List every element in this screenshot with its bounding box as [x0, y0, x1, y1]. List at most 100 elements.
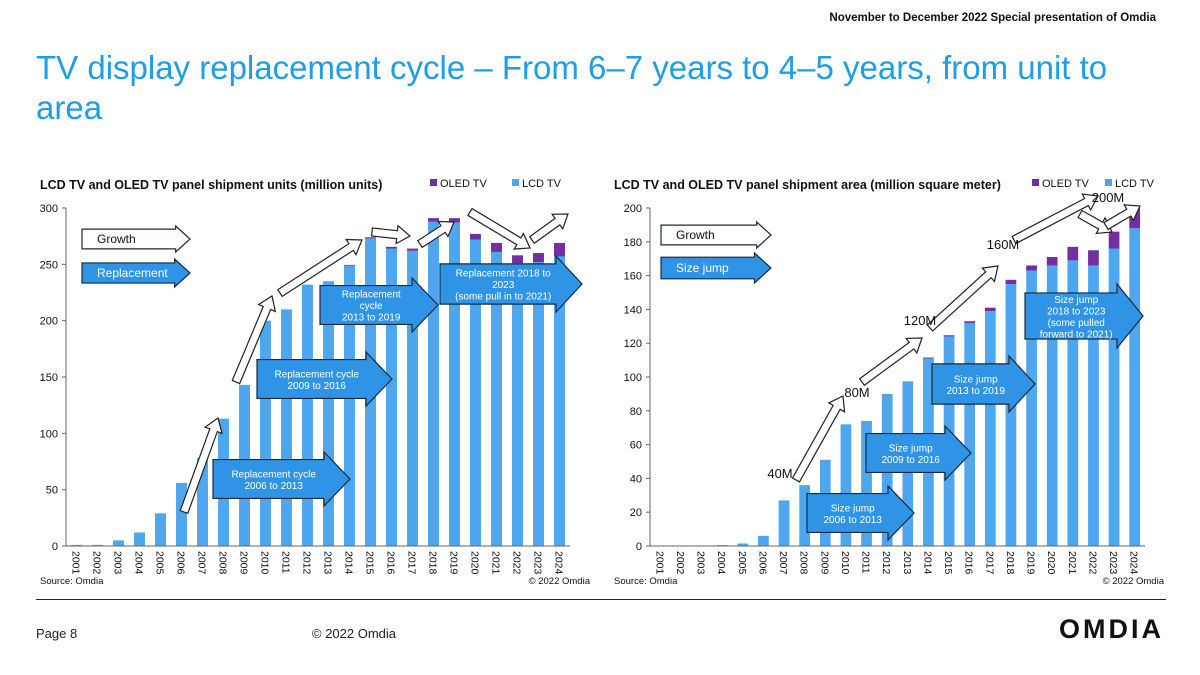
- x-tick-label: 2002: [674, 551, 686, 575]
- x-tick-label: 2005: [154, 551, 166, 575]
- trend-arrow: [231, 295, 277, 385]
- bar-segment: [1026, 265, 1037, 271]
- bar-segment: [176, 482, 187, 546]
- chart-copyright: © 2022 Omdia: [529, 576, 591, 587]
- bar-segment: [260, 320, 271, 546]
- annotation-arrow: [806, 484, 915, 542]
- legend-swatch: [1032, 179, 1039, 186]
- bar-segment: [323, 281, 334, 546]
- bar-segment: [533, 253, 544, 263]
- x-tick-label: 2001: [70, 551, 82, 575]
- bar-segment: [1067, 246, 1079, 261]
- bar-segment: [428, 221, 439, 546]
- x-tick-label: 2003: [112, 551, 124, 575]
- y-tick-label: 60: [630, 440, 642, 452]
- x-tick-label: 2018: [427, 551, 439, 575]
- annotation-arrow: [931, 354, 1036, 414]
- annotation-text: Size jump 2009 to 2016: [882, 443, 941, 466]
- trend-arrow: [1011, 193, 1099, 245]
- x-tick-label: 2023: [1107, 551, 1119, 575]
- x-tick-label: 2009: [238, 551, 250, 575]
- trend-arrow: [179, 417, 223, 515]
- annotation-label: 40M: [767, 466, 792, 481]
- bar-segment: [281, 309, 292, 546]
- y-tick-label: 160: [624, 271, 642, 283]
- annotation-text: Replacement cycle 2009 to 2016: [274, 369, 359, 392]
- page-number: Page 8: [36, 626, 78, 641]
- x-tick-label: 2017: [983, 551, 995, 575]
- bar-segment: [365, 237, 376, 239]
- bar-segment: [1005, 284, 1017, 546]
- chart-copyright: © 2022 Omdia: [1103, 576, 1165, 587]
- bar-segment: [470, 233, 481, 240]
- bar-segment: [491, 242, 502, 252]
- x-tick-label: 2014: [343, 551, 355, 575]
- y-tick-label: 120: [624, 338, 642, 350]
- annotation-text: Growth: [676, 228, 715, 242]
- bar-segment: [737, 543, 749, 546]
- bar-segment: [533, 262, 544, 546]
- annotation-arrow: [256, 350, 393, 408]
- x-tick-label: 2014: [921, 551, 933, 575]
- bar-segment: [470, 239, 481, 546]
- y-tick-label: 80: [630, 406, 642, 418]
- bar-segment: [449, 222, 460, 546]
- y-tick-label: 200: [624, 203, 642, 215]
- annotation-text: Replacement 2018 to 2023 (some pull in to …: [455, 269, 551, 303]
- x-tick-label: 2006: [756, 551, 768, 575]
- bar-segment: [1108, 248, 1120, 546]
- x-tick-label: 2019: [1025, 551, 1037, 575]
- legend-swatch: [430, 179, 437, 186]
- legend-label: OLED TV: [440, 178, 488, 190]
- bar-segment: [554, 256, 565, 546]
- trend-arrow: [791, 395, 846, 483]
- x-tick-label: 2001: [653, 551, 665, 575]
- chart-title: LCD TV and OLED TV panel shipment area (…: [614, 178, 1001, 192]
- annotation-text: Size jump 2013 to 2019: [947, 374, 1006, 397]
- y-tick-label: 20: [630, 507, 642, 519]
- x-tick-label: 2003: [695, 551, 707, 575]
- bar-segment: [943, 335, 955, 337]
- x-tick-label: 2013: [322, 551, 334, 575]
- x-tick-label: 2020: [1045, 551, 1057, 575]
- y-tick-label: 50: [46, 485, 58, 497]
- annotation-arrow: [81, 224, 191, 254]
- x-tick-label: 2021: [490, 551, 502, 575]
- x-tick-label: 2017: [406, 551, 418, 575]
- x-tick-label: 2006: [175, 551, 187, 575]
- annotation-label: 160M: [987, 237, 1020, 252]
- bar-segment: [1005, 279, 1017, 285]
- annotation-label: 80M: [844, 385, 869, 400]
- annotation-arrow: [660, 251, 772, 285]
- bar-segment: [386, 246, 397, 249]
- y-tick-label: 100: [624, 372, 642, 384]
- annotation-label: 120M: [904, 313, 937, 328]
- x-tick-label: 2009: [818, 551, 830, 575]
- x-tick-label: 2004: [715, 551, 727, 575]
- bar-segment: [1088, 250, 1099, 266]
- x-tick-label: 2023: [532, 551, 544, 575]
- bar-segment: [428, 218, 439, 222]
- annotation-arrow: [439, 254, 583, 314]
- y-tick-label: 40: [630, 473, 642, 485]
- trend-arrow: [467, 207, 531, 250]
- trend-arrow: [1103, 204, 1141, 231]
- bar-segment: [113, 540, 124, 546]
- x-tick-label: 2007: [777, 551, 789, 575]
- legend-label: OLED TV: [1042, 178, 1090, 190]
- bar-segment: [155, 513, 166, 546]
- annotation-arrow: [81, 257, 191, 289]
- bar-segment: [197, 458, 208, 546]
- x-tick-label: 2024: [553, 551, 565, 575]
- legend-swatch: [512, 179, 519, 186]
- x-tick-label: 2008: [217, 551, 229, 575]
- x-tick-label: 2021: [1066, 551, 1078, 575]
- y-tick-label: 0: [636, 541, 642, 553]
- trend-arrow: [370, 224, 412, 245]
- bar-segment: [407, 248, 418, 251]
- bar-segment: [984, 311, 996, 546]
- bar-segment: [799, 485, 811, 546]
- trend-arrow: [926, 265, 999, 332]
- annotation-arrow: [865, 424, 972, 482]
